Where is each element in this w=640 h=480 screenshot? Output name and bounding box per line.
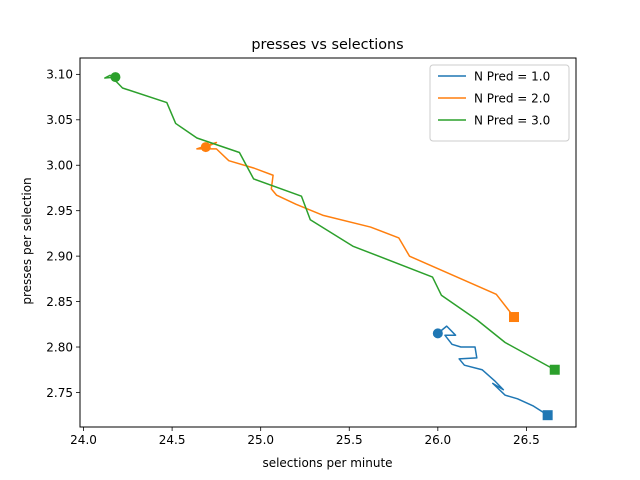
series-line-2: [196, 141, 515, 318]
y-tick-label: 2.80: [46, 340, 73, 354]
x-axis-ticks: 24.0 24.5 25.0 25.5 26.0 26.5: [70, 427, 540, 447]
y-axis-ticks: 2.75 2.80 2.85 2.90 2.95 3.00 3.05 3.10: [46, 68, 80, 400]
x-tick-label: 25.0: [247, 433, 274, 447]
x-tick-label: 25.5: [336, 433, 363, 447]
series-end-marker-2: [509, 312, 519, 323]
series-start-marker-1: [432, 328, 443, 339]
legend-label: N Pred = 1.0: [474, 69, 550, 83]
x-tick-label: 24.0: [70, 433, 97, 447]
y-tick-label: 2.85: [46, 295, 73, 309]
y-tick-label: 2.75: [46, 386, 73, 400]
legend-label: N Pred = 3.0: [474, 113, 550, 127]
series-end-marker-3: [549, 364, 560, 375]
x-tick-label: 26.5: [513, 433, 540, 447]
legend-label: N Pred = 2.0: [474, 91, 550, 105]
x-axis-label: selections per minute: [262, 456, 392, 470]
y-axis-label: presses per selection: [20, 177, 34, 304]
y-tick-label: 2.95: [46, 204, 73, 218]
y-tick-label: 3.05: [46, 113, 73, 127]
series-layer: [104, 72, 560, 421]
series-start-marker-2: [200, 142, 211, 153]
y-tick-label: 3.10: [46, 68, 73, 82]
series-line-3: [104, 74, 556, 371]
legend: N Pred = 1.0 N Pred = 2.0 N Pred = 3.0: [429, 64, 570, 142]
series-end-marker-1: [542, 410, 553, 421]
series-start-marker-3: [110, 72, 121, 83]
x-tick-label: 24.5: [159, 433, 186, 447]
series-line-1: [437, 325, 549, 416]
plot-area-frame: [79, 57, 577, 428]
x-tick-label: 26.0: [424, 433, 451, 447]
chart-title: presses vs selections: [251, 37, 403, 53]
y-tick-label: 3.00: [46, 159, 73, 173]
legend-box: [429, 64, 570, 142]
y-tick-label: 2.90: [46, 249, 73, 263]
